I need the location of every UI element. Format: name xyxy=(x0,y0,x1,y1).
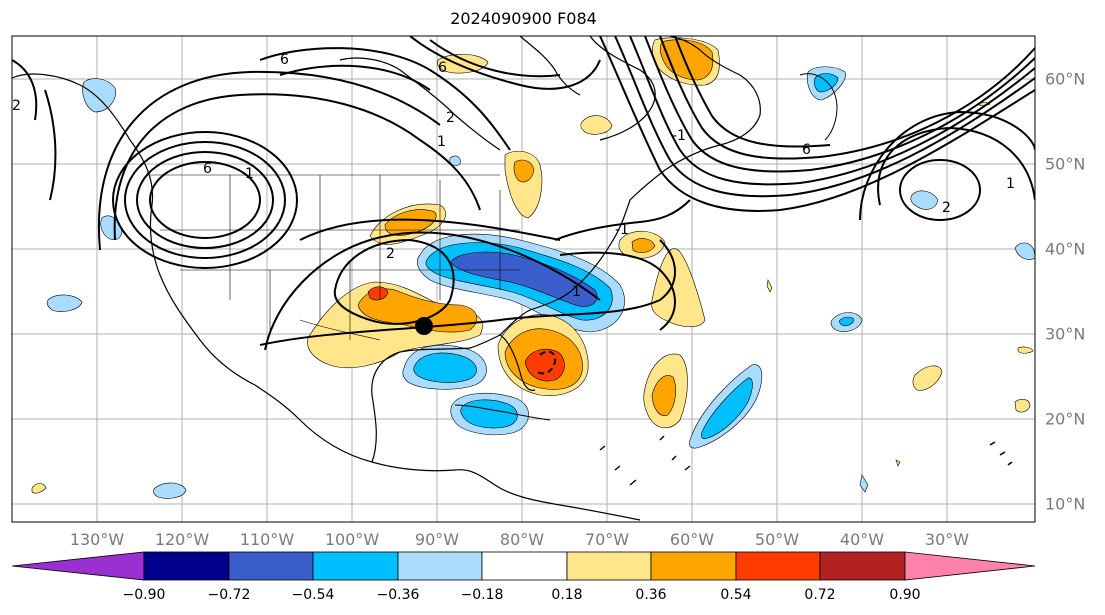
colorbar-tick: 0.90 xyxy=(889,587,921,603)
contour-label: -1 xyxy=(672,128,686,144)
lon-label: 50°W xyxy=(754,530,800,549)
negative-contour xyxy=(537,350,557,375)
colorbar-min-extend xyxy=(11,551,145,581)
contour-label: 2 xyxy=(446,110,455,126)
contour-label: 2 xyxy=(12,98,21,114)
contour-label: 1 xyxy=(572,284,581,300)
colorbar-bin xyxy=(228,551,314,581)
lon-label: 90°W xyxy=(414,530,460,549)
coastlines xyxy=(12,36,1013,521)
contour-label: 6 xyxy=(280,52,289,68)
contour-label: 2 xyxy=(386,246,395,262)
colorbar-bin xyxy=(143,551,230,581)
lon-label: 100°W xyxy=(324,530,380,549)
colorbar-bin xyxy=(735,551,821,581)
colorbar xyxy=(11,551,1036,581)
colorbar-bin xyxy=(481,551,568,581)
storm-center-marker xyxy=(415,317,433,335)
colorbar-tick: 0.72 xyxy=(804,587,836,603)
lon-label: 120°W xyxy=(154,530,210,549)
contour-label: 6 xyxy=(203,161,212,177)
lat-label: 20°N xyxy=(1045,409,1086,429)
contour-label: 6 xyxy=(802,142,811,158)
colorbar-bin xyxy=(397,551,483,581)
lat-label: 50°N xyxy=(1045,154,1086,174)
colorbar-tick: −0.90 xyxy=(122,587,166,603)
lat-label: 40°N xyxy=(1045,239,1086,259)
colorbar-tick: 0.36 xyxy=(635,587,667,603)
colorbar-bin xyxy=(566,551,652,581)
contour-label: 1 xyxy=(1006,176,1015,192)
colorbar-bin xyxy=(650,551,737,581)
lon-label: 110°W xyxy=(239,530,295,549)
contour-label-group: 6 1 2 6 6 1 2 2 1 -1 6 1 2 -1 xyxy=(12,52,1015,300)
lon-label: 60°W xyxy=(669,530,715,549)
height-contours xyxy=(12,36,1035,351)
lat-label: 30°N xyxy=(1045,324,1086,344)
contour-label: 1 xyxy=(437,134,446,150)
lon-label: 130°W xyxy=(69,530,125,549)
colorbar-tick: 0.54 xyxy=(720,587,752,603)
map-title: 2024090900 F084 xyxy=(450,9,597,28)
colorbar-tick: −0.54 xyxy=(291,587,335,603)
contour-label: 2 xyxy=(942,200,951,216)
lon-label: 30°W xyxy=(924,530,970,549)
lon-label: 70°W xyxy=(584,530,630,549)
lat-label: 60°N xyxy=(1045,69,1086,89)
map-frame xyxy=(11,35,1036,523)
colorbar-max-extend xyxy=(904,551,1036,581)
lat-label: 10°N xyxy=(1045,494,1086,514)
contour-label: 1 xyxy=(245,166,254,182)
colorbar-tick: −0.72 xyxy=(207,587,251,603)
lon-label: 80°W xyxy=(499,530,545,549)
contour-label: -1 xyxy=(615,222,629,238)
lon-label: 40°W xyxy=(839,530,885,549)
colorbar-tick: −0.36 xyxy=(376,587,420,603)
colorbar-tick: −0.18 xyxy=(460,587,504,603)
colorbar-tick: 0.18 xyxy=(551,587,583,603)
contour-label: 6 xyxy=(438,60,447,76)
colorbar-bin xyxy=(819,551,906,581)
colorbar-bin xyxy=(312,551,399,581)
